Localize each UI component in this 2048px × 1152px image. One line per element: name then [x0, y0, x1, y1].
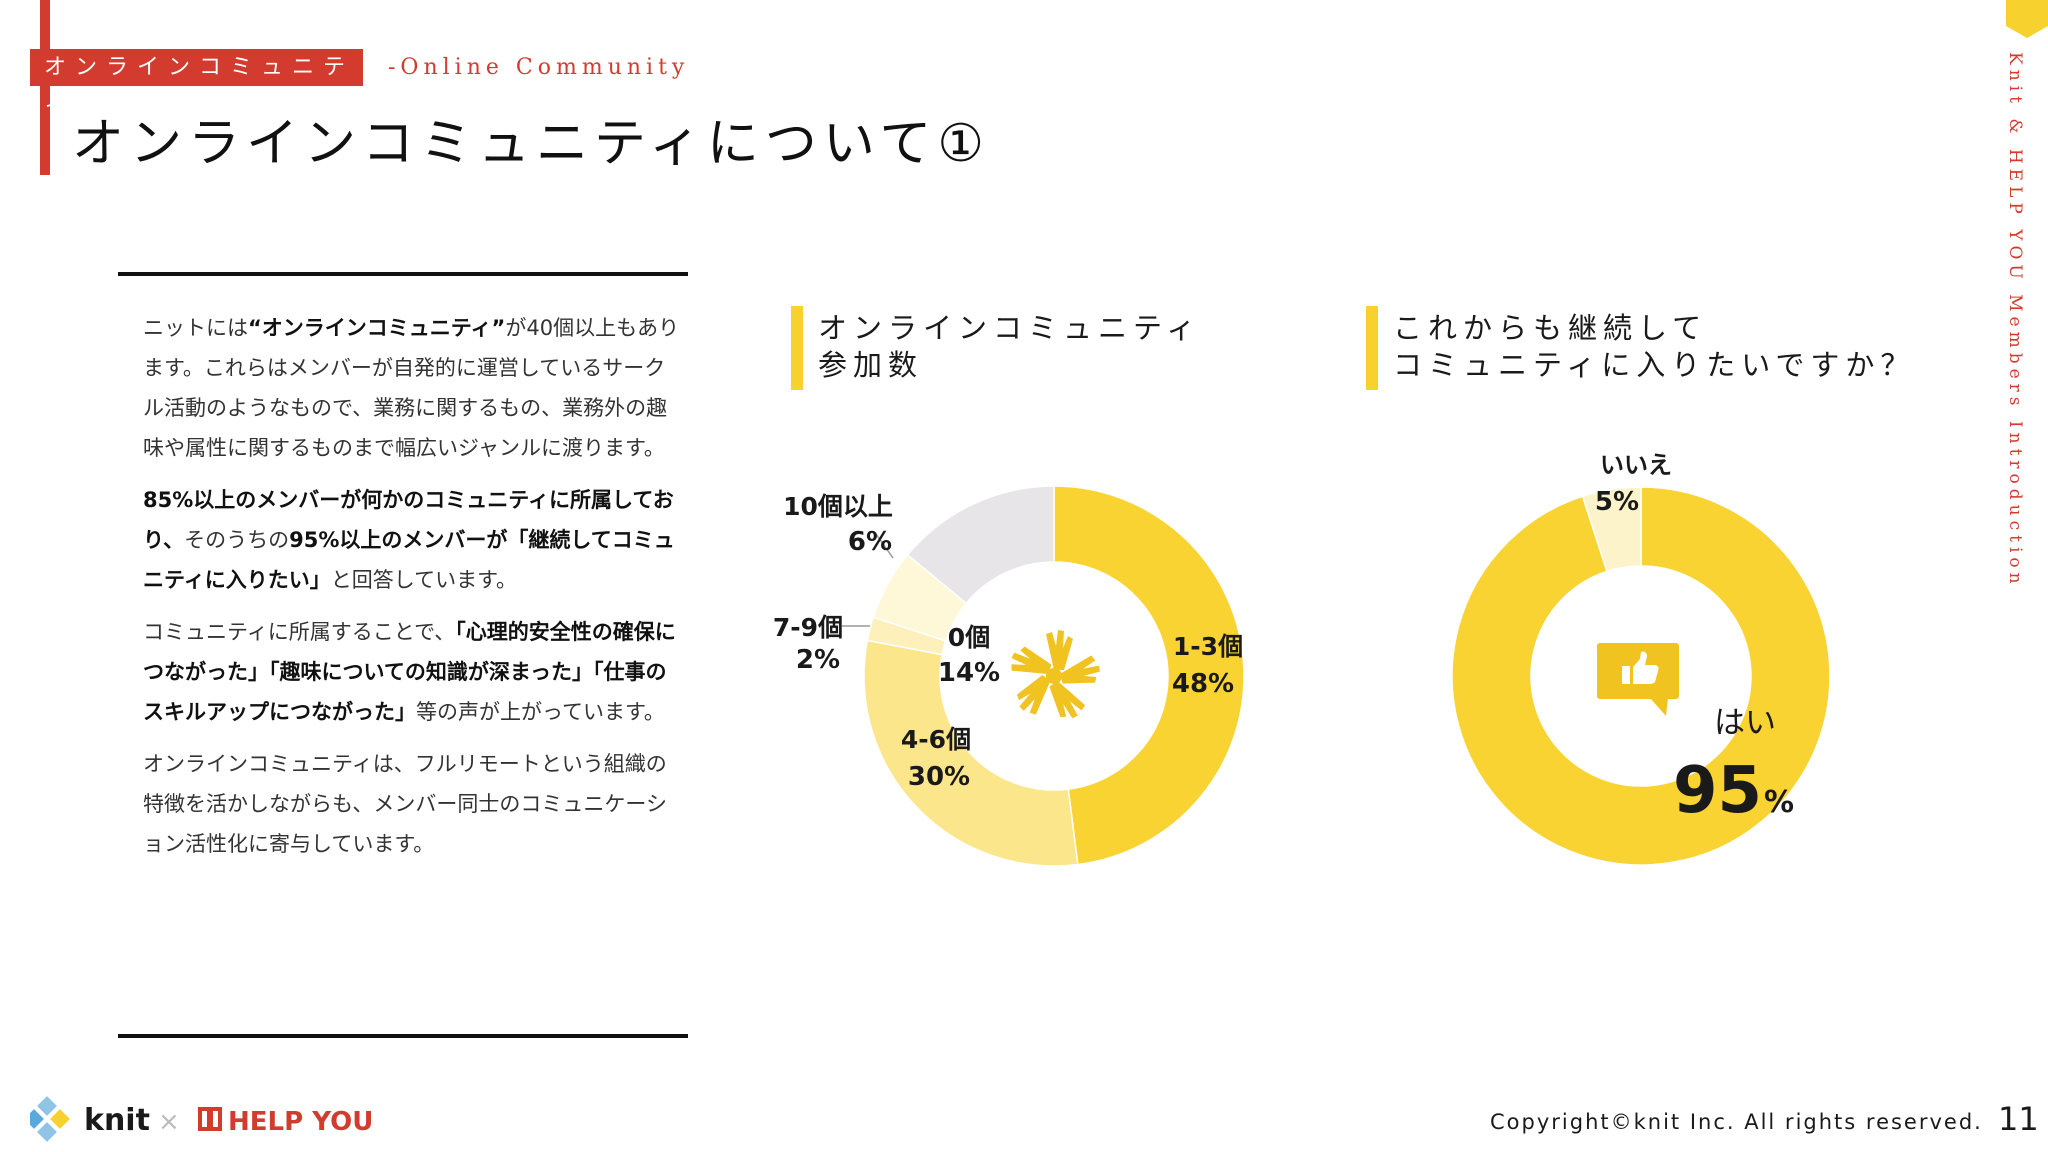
chart2-label-no-name: いいえ: [1600, 451, 1672, 479]
text-run: と回答しています。: [330, 568, 518, 592]
text-run: 「心理的安全性の確保につながった」「趣味についての知識が深まった」「仕事のスキル…: [143, 620, 676, 724]
text-run: が40個以上もあります。これらはメンバーが自発的に運営しているサークル活動のよう…: [143, 316, 680, 460]
text-run: コミュニティに所属することで、: [143, 620, 456, 644]
body-paragraph-1: ニットには“オンラインコミュニティ”が40個以上もあります。これらはメンバーが自…: [143, 308, 683, 468]
knit-brand-text: knit: [84, 1103, 150, 1138]
chart2-title-line-1: これからも継続して: [1393, 311, 1708, 345]
category-label: オンラインコミュニティ: [30, 49, 363, 117]
text-run: そのうちの: [184, 528, 290, 552]
chart1-label-7-9-pct: 2%: [796, 645, 840, 675]
chart1-label-4-6-pct: 30%: [908, 762, 970, 792]
chart1-slice-1: [863, 639, 1079, 867]
text-panel-bottom-rule: [118, 1034, 688, 1038]
header-accent-bar: [40, 0, 50, 175]
text-run: オンラインコミュニティは、フルリモートという組織の特徴を活かしながらも、メンバー…: [143, 752, 667, 856]
chart2-title: これからも継続して コミュニティに入りたいですか？: [1393, 310, 1915, 384]
brand-times-sign: ×: [158, 1107, 180, 1137]
chart1-label-1-3-pct: 48%: [1172, 669, 1234, 699]
chart1-label-0-name: 0個: [948, 623, 990, 652]
footer-brand-logos: knit × HELP YOU: [30, 1096, 373, 1142]
text-run: 95%以上のメンバーが「継続してコミュニティに入りたい」: [143, 528, 675, 592]
chart1-label-7-9-name: 7-9個: [773, 613, 843, 642]
chart2-label-no-pct: 5%: [1595, 487, 1639, 517]
help-you-brand-text: HELP YOU: [228, 1107, 373, 1137]
chart1-label-4-6-name: 4-6個: [901, 725, 971, 754]
chart1-title-line-2: 参加数: [818, 348, 924, 382]
body-paragraph-4: オンラインコミュニティは、フルリモートという組織の特徴を活かしながらも、メンバー…: [143, 744, 683, 864]
body-text: ニットには“オンラインコミュニティ”が40個以上もあります。これらはメンバーが自…: [143, 308, 683, 876]
chart2-label-yes-name: はい: [1714, 705, 1776, 741]
chart2-title-accent: [1366, 306, 1378, 390]
help-you-logo-icon: [198, 1107, 222, 1131]
text-panel-top-rule: [118, 272, 688, 276]
chart2-slice-0: [1451, 486, 1831, 866]
chart1-title-line-1: オンラインコミュニティ: [818, 311, 1202, 345]
chart1-label-1-3-name: 1-3個: [1173, 632, 1243, 661]
chart2-label-yes-pct: 95: [1673, 754, 1762, 828]
category-english-label: -Online Community: [388, 55, 690, 80]
chart2-title-line-2: コミュニティに入りたいですか？: [1393, 348, 1916, 382]
hands-together-icon: [1011, 630, 1100, 719]
chart1-label-10plus-pct: 6%: [848, 527, 892, 557]
chart1-slice-0: [1053, 485, 1245, 866]
chart1-title: オンラインコミュニティ 参加数: [818, 310, 1201, 384]
body-paragraph-3: コミュニティに所属することで、「心理的安全性の確保につながった」「趣味についての…: [143, 612, 683, 732]
page-title: オンラインコミュニティについて①: [72, 114, 990, 174]
vertical-brand-text: Knit & HELP YOU Members Introduction: [2005, 52, 2025, 589]
thumbs-up-bubble-icon: [1597, 643, 1679, 716]
corner-badge-icon: [2006, 0, 2048, 38]
chart1-title-accent: [791, 306, 803, 390]
text-run: “オンラインコミュニティ”: [248, 316, 506, 340]
page-number: 11: [1998, 1100, 2039, 1138]
text-run: 85%以上のメンバーが何かのコミュニティに所属しており、: [143, 488, 674, 552]
chart1-label-10plus-name: 10個以上: [783, 492, 893, 521]
chart1-slice-4: [906, 485, 1055, 605]
chart2-label-yes-unit: %: [1764, 785, 1794, 820]
knit-logo-icon: [30, 1096, 70, 1142]
leader-line-10plus: [875, 533, 894, 559]
chart2-slice-1: [1581, 486, 1642, 573]
text-run: ニットには: [143, 316, 248, 340]
copyright-text: Copyright©knit Inc. All rights reserved.: [1490, 1110, 1983, 1134]
body-paragraph-2: 85%以上のメンバーが何かのコミュニティに所属しており、そのうちの95%以上のメ…: [143, 480, 683, 600]
chart1-label-0-pct: 14%: [938, 658, 1000, 688]
text-run: 等の声が上がっています。: [416, 700, 665, 724]
